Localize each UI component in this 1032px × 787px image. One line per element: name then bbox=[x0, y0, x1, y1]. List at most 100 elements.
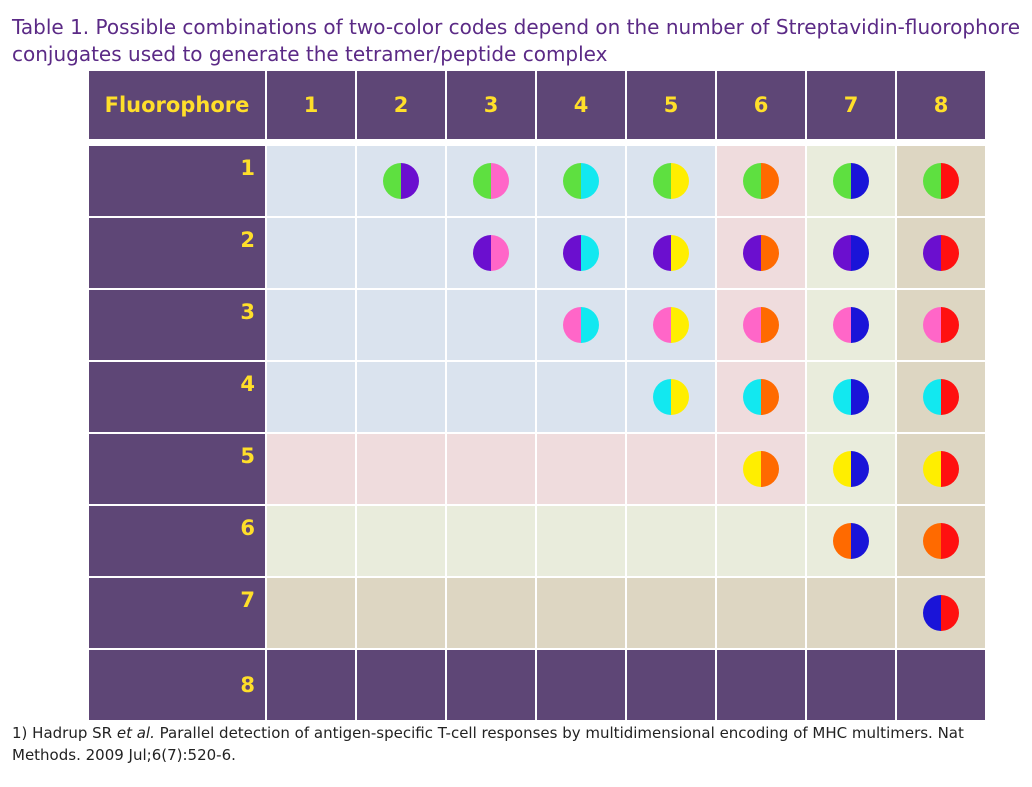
header-corner: Fluorophore bbox=[89, 71, 265, 139]
two-color-code-icon bbox=[923, 307, 959, 343]
two-color-code-icon bbox=[743, 163, 779, 199]
footnote: 1) Hadrup SR et al. Parallel detection o… bbox=[12, 722, 1022, 766]
table-cell-r2-c6 bbox=[717, 218, 805, 288]
table-cell-r3-c3 bbox=[447, 290, 535, 360]
two-color-code-icon bbox=[743, 451, 779, 487]
table-cell-r2-c1 bbox=[267, 218, 355, 288]
two-color-code-icon bbox=[653, 235, 689, 271]
table-cell-r4-c2 bbox=[357, 362, 445, 432]
table-cell-r4-c4 bbox=[537, 362, 625, 432]
two-color-code-icon bbox=[563, 307, 599, 343]
table-cell-r4-c5 bbox=[627, 362, 715, 432]
table-cell-r2-c5 bbox=[627, 218, 715, 288]
table-cell-r5-c5 bbox=[627, 434, 715, 504]
table-cell-r2-c4 bbox=[537, 218, 625, 288]
table-cell-r4-c6 bbox=[717, 362, 805, 432]
table-cell-r1-c8 bbox=[897, 146, 985, 216]
two-color-code-icon bbox=[833, 235, 869, 271]
row-header-3: 3 bbox=[89, 290, 265, 360]
two-color-code-icon bbox=[923, 451, 959, 487]
column-header-5: 5 bbox=[627, 71, 715, 139]
table-cell-r6-c7 bbox=[807, 506, 895, 576]
table-cell-r4-c1 bbox=[267, 362, 355, 432]
table-cell-r6-c3 bbox=[447, 506, 535, 576]
table-cell-r5-c3 bbox=[447, 434, 535, 504]
row-header-4: 4 bbox=[89, 362, 265, 432]
table-cell-r6-c6 bbox=[717, 506, 805, 576]
table-cell-r5-c1 bbox=[267, 434, 355, 504]
table-cell-r7-c8 bbox=[897, 578, 985, 648]
table-cell-r8-c6 bbox=[717, 650, 805, 720]
table-caption: Table 1. Possible combinations of two-co… bbox=[12, 15, 1021, 66]
table-cell-r3-c7 bbox=[807, 290, 895, 360]
table-cell-r8-c3 bbox=[447, 650, 535, 720]
table-cell-r7-c5 bbox=[627, 578, 715, 648]
two-color-code-icon bbox=[833, 379, 869, 415]
column-header-3: 3 bbox=[447, 71, 535, 139]
two-color-code-icon bbox=[743, 307, 779, 343]
table-cell-r8-c4 bbox=[537, 650, 625, 720]
table-cell-r5-c2 bbox=[357, 434, 445, 504]
table-cell-r1-c3 bbox=[447, 146, 535, 216]
table-cell-r2-c8 bbox=[897, 218, 985, 288]
table-cell-r8-c5 bbox=[627, 650, 715, 720]
two-color-code-icon bbox=[383, 163, 419, 199]
table-cell-r7-c7 bbox=[807, 578, 895, 648]
two-color-code-icon bbox=[833, 307, 869, 343]
table-cell-r1-c7 bbox=[807, 146, 895, 216]
table-cell-r8-c8 bbox=[897, 650, 985, 720]
two-color-code-icon bbox=[653, 163, 689, 199]
two-color-code-icon bbox=[923, 235, 959, 271]
row-header-6: 6 bbox=[89, 506, 265, 576]
table-cell-r4-c7 bbox=[807, 362, 895, 432]
table-cell-r2-c7 bbox=[807, 218, 895, 288]
table-cell-r1-c1 bbox=[267, 146, 355, 216]
two-color-code-icon bbox=[923, 163, 959, 199]
table-cell-r4-c8 bbox=[897, 362, 985, 432]
row-header-1: 1 bbox=[89, 146, 265, 216]
footnote-citation: Parallel detection of antigen-specific T… bbox=[12, 724, 964, 764]
footnote-et-al: et al. bbox=[116, 724, 155, 742]
table-cell-r4-c3 bbox=[447, 362, 535, 432]
row-header-5: 5 bbox=[89, 434, 265, 504]
table-cell-r5-c4 bbox=[537, 434, 625, 504]
table-cell-r6-c2 bbox=[357, 506, 445, 576]
two-color-code-icon bbox=[473, 235, 509, 271]
table-cell-r7-c6 bbox=[717, 578, 805, 648]
two-color-code-icon bbox=[743, 379, 779, 415]
two-color-code-icon bbox=[923, 523, 959, 559]
table-cell-r3-c2 bbox=[357, 290, 445, 360]
table-cell-r5-c7 bbox=[807, 434, 895, 504]
table-cell-r1-c5 bbox=[627, 146, 715, 216]
table-cell-r1-c6 bbox=[717, 146, 805, 216]
two-color-code-icon bbox=[473, 163, 509, 199]
table-cell-r7-c1 bbox=[267, 578, 355, 648]
two-color-code-icon bbox=[653, 379, 689, 415]
table-cell-r5-c6 bbox=[717, 434, 805, 504]
combination-table: Fluorophore 1 2 3 4 5 6 7 8 1 2 3 4 5 6 7 8 bbox=[89, 71, 989, 720]
table-cell-r6-c4 bbox=[537, 506, 625, 576]
table-cell-r3-c5 bbox=[627, 290, 715, 360]
table-cell-r6-c8 bbox=[897, 506, 985, 576]
column-header-7: 7 bbox=[807, 71, 895, 139]
column-header-8: 8 bbox=[897, 71, 985, 139]
table-cell-r1-c4 bbox=[537, 146, 625, 216]
table-cell-r6-c1 bbox=[267, 506, 355, 576]
table-cell-r3-c4 bbox=[537, 290, 625, 360]
table-cell-r3-c1 bbox=[267, 290, 355, 360]
two-color-code-icon bbox=[563, 235, 599, 271]
table-cell-r2-c2 bbox=[357, 218, 445, 288]
two-color-code-icon bbox=[743, 235, 779, 271]
table-cell-r3-c8 bbox=[897, 290, 985, 360]
two-color-code-icon bbox=[563, 163, 599, 199]
table-cell-r1-c2 bbox=[357, 146, 445, 216]
column-header-6: 6 bbox=[717, 71, 805, 139]
table-cell-r3-c6 bbox=[717, 290, 805, 360]
two-color-code-icon bbox=[833, 523, 869, 559]
footnote-authors: 1) Hadrup SR bbox=[12, 724, 117, 742]
table-cell-r8-c1 bbox=[267, 650, 355, 720]
table-cell-r2-c3 bbox=[447, 218, 535, 288]
two-color-code-icon bbox=[653, 307, 689, 343]
two-color-code-icon bbox=[923, 595, 959, 631]
two-color-code-icon bbox=[833, 163, 869, 199]
